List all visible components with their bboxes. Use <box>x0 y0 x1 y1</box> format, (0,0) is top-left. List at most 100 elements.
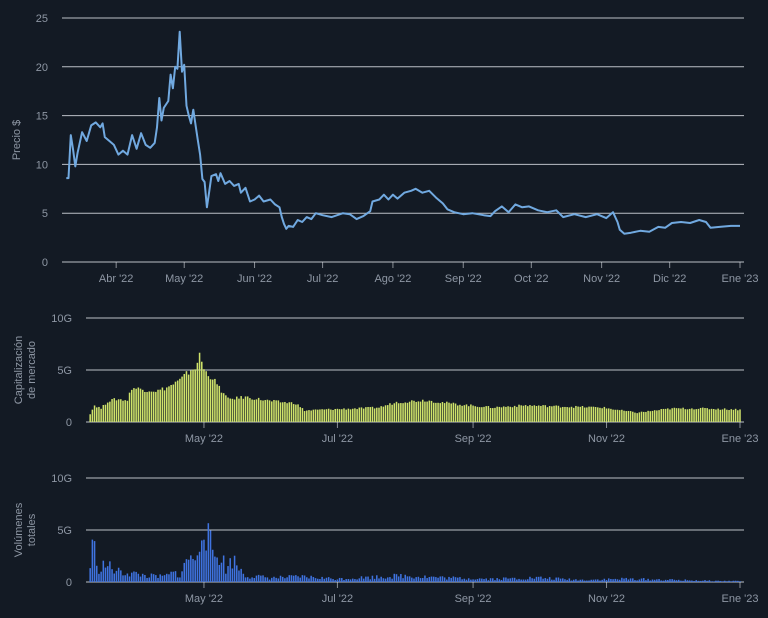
bar <box>669 579 671 582</box>
bar <box>91 409 94 422</box>
bar <box>166 573 168 582</box>
bar <box>126 400 129 422</box>
bar <box>332 579 334 582</box>
bar <box>386 577 389 582</box>
bar <box>236 565 238 582</box>
bar <box>492 408 494 422</box>
bar <box>432 576 435 582</box>
bar <box>572 407 575 422</box>
bar <box>728 580 730 582</box>
bar <box>459 577 461 582</box>
y-tick-label: 15 <box>36 111 48 123</box>
y-tick-label: 0 <box>66 577 72 589</box>
y-tick-label: 10G <box>51 473 72 485</box>
bar <box>487 580 490 582</box>
bar <box>319 578 321 582</box>
bar <box>225 395 227 422</box>
bar <box>244 577 247 582</box>
bar <box>632 578 634 582</box>
y-axis-title-line: Precio $ <box>11 120 23 160</box>
bar <box>183 374 186 422</box>
bar <box>605 408 608 422</box>
bar <box>319 409 321 422</box>
bar <box>161 575 164 582</box>
bar <box>590 406 592 422</box>
bar <box>419 578 422 582</box>
x-tick-label: Ago '22 <box>374 273 411 285</box>
bar <box>356 579 358 582</box>
bar <box>102 405 105 422</box>
bar <box>185 371 188 422</box>
bar <box>330 409 332 422</box>
bar <box>559 578 562 582</box>
bar <box>498 579 501 582</box>
bar <box>590 579 592 582</box>
bar <box>465 404 468 422</box>
bar <box>130 389 133 422</box>
bar <box>301 408 304 422</box>
bar <box>546 407 549 422</box>
bar <box>386 405 389 422</box>
bar <box>739 409 741 422</box>
bar <box>308 578 310 582</box>
y-axis-title-line: Volúmenes <box>13 502 25 557</box>
bar <box>647 410 649 422</box>
bar <box>518 404 520 422</box>
bar <box>548 577 551 582</box>
bar <box>494 580 496 582</box>
bar <box>704 580 706 582</box>
bar <box>470 404 472 422</box>
bar <box>498 406 501 422</box>
bar <box>275 400 277 422</box>
bar <box>579 579 582 582</box>
bar <box>684 409 687 422</box>
bar <box>384 578 387 582</box>
bar <box>262 400 264 422</box>
bar <box>417 401 420 422</box>
bar <box>141 573 144 582</box>
bar <box>314 409 317 422</box>
bar <box>708 409 711 422</box>
bar <box>688 580 691 582</box>
bar <box>211 379 214 422</box>
bar <box>137 573 140 582</box>
bar <box>172 384 175 422</box>
bar <box>448 576 450 582</box>
bar <box>496 578 498 582</box>
bar <box>715 580 717 582</box>
bar <box>297 404 299 422</box>
bar <box>203 539 205 582</box>
y-tick-label: 0 <box>66 417 72 429</box>
bar <box>686 580 689 582</box>
bar <box>540 576 542 582</box>
bar <box>369 579 372 582</box>
y-tick-label: 10 <box>36 159 48 171</box>
bar <box>544 405 547 422</box>
bar <box>104 404 107 422</box>
bar <box>708 580 711 582</box>
bar <box>288 575 291 582</box>
bar <box>636 580 638 582</box>
bar <box>238 570 240 582</box>
bar <box>148 391 151 422</box>
bar <box>520 579 522 582</box>
bar <box>599 407 601 422</box>
bar <box>95 565 98 582</box>
bar <box>610 408 612 422</box>
bar <box>428 577 431 582</box>
bar <box>726 581 728 582</box>
bar <box>636 413 638 422</box>
bar <box>187 559 190 582</box>
bar <box>658 410 660 422</box>
bar <box>568 578 571 582</box>
bar <box>371 406 374 422</box>
bar <box>507 578 509 582</box>
bar <box>190 370 192 422</box>
bar <box>163 390 166 422</box>
bar <box>437 402 439 422</box>
bar <box>629 411 632 422</box>
bar <box>546 578 549 582</box>
bar <box>218 385 221 422</box>
bar <box>303 575 306 582</box>
bar <box>704 408 706 422</box>
